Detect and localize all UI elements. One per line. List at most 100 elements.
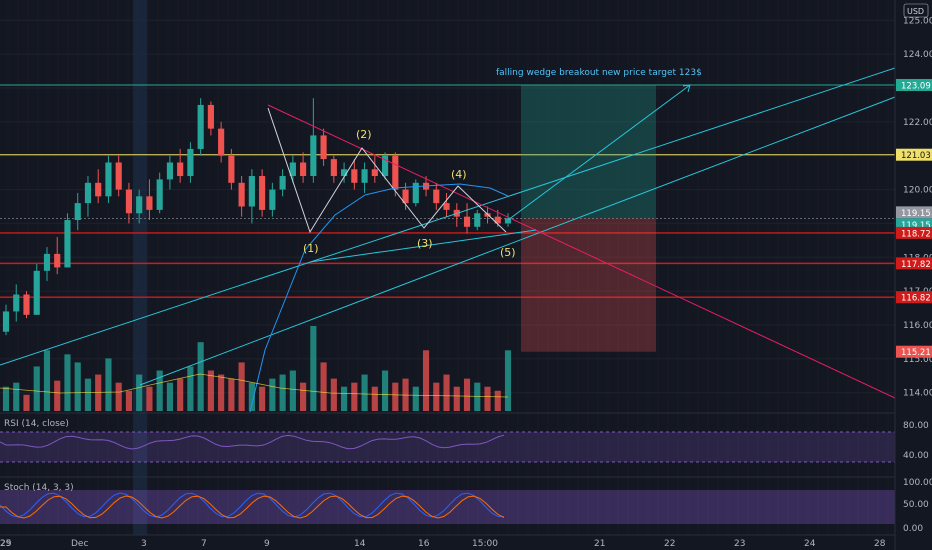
volume-bar [289, 370, 296, 411]
candle-body [156, 179, 163, 210]
candle-body [463, 216, 471, 227]
candle-body [269, 189, 276, 210]
price-tag-label: 121.03 [901, 151, 931, 161]
volume-bar [43, 350, 51, 411]
volume-bar [74, 362, 81, 411]
price-tag [896, 257, 932, 270]
candle-body [310, 135, 317, 177]
price-tag-label: 116.82 [901, 294, 931, 304]
time-tick-label: 16 [418, 539, 430, 549]
candlestick-series [2, 98, 512, 336]
volume-bar [177, 378, 184, 411]
volume-bar [453, 386, 460, 411]
volume-bars [2, 326, 512, 411]
time-axis-ticks: 25 Dec 3 7 9 14 16 15:00 21 22 23 24 28 29 [0, 539, 886, 549]
price-tick-label: 114.00 [903, 389, 932, 399]
candle-body [300, 162, 307, 177]
candle-body [13, 294, 20, 312]
candle-body [218, 128, 225, 156]
candle-body [166, 162, 173, 180]
candle-body [259, 176, 266, 210]
candle-body [64, 220, 71, 268]
volume-bar [33, 366, 40, 411]
candle-body [177, 162, 184, 177]
time-tick-label: 24 [804, 539, 816, 549]
candle-body [443, 203, 450, 210]
volume-bar [166, 382, 173, 411]
stoch-tick-label: 0.00 [903, 524, 923, 534]
volume-bar [371, 386, 378, 411]
wave-label-3: (3) [417, 237, 433, 250]
price-tick-label: 122.00 [903, 118, 932, 128]
candle-body [433, 189, 440, 204]
candle-body [207, 104, 214, 129]
breakout-arrow [507, 84, 691, 221]
volume-bar [2, 386, 10, 411]
time-tick-label: 21 [594, 539, 605, 549]
wedge-lower-line [309, 229, 537, 263]
time-tick-label: 3 [141, 539, 147, 549]
rsi-tick-label: 40.00 [903, 451, 929, 461]
price-tick-label: 125.00 [903, 16, 932, 26]
volume-bar [259, 386, 266, 411]
volume-bar [136, 374, 143, 411]
time-tick-label: 14 [354, 539, 366, 549]
volume-bar [228, 378, 235, 411]
candle-body [105, 162, 112, 197]
time-tick-label: 29 [0, 539, 12, 549]
volume-bar [238, 362, 245, 411]
volume-bar [105, 358, 112, 411]
volume-bar [463, 378, 471, 411]
volume-bar [300, 382, 307, 411]
time-tick-label: 28 [874, 539, 886, 549]
wave-label-2: (2) [356, 128, 372, 141]
price-tag-label: 123.09 [901, 81, 931, 91]
volume-bar [341, 386, 348, 411]
volume-bar [13, 382, 20, 411]
volume-bar [187, 366, 194, 411]
volume-bar [310, 326, 317, 411]
candle-body [84, 182, 92, 204]
volume-bar [156, 370, 163, 411]
volume-bar [412, 386, 419, 411]
candle-body [74, 203, 81, 221]
candle-body [402, 189, 409, 204]
candle-body [279, 176, 286, 190]
candle-body [320, 135, 327, 160]
volume-bar [197, 342, 204, 411]
volume-bar [269, 378, 276, 411]
volume-bar [392, 382, 399, 411]
candle-body [361, 169, 368, 183]
candle-body [330, 159, 337, 177]
candle-body [504, 218, 512, 224]
volume-bar [330, 378, 337, 411]
volume-ma-line [0, 373, 509, 398]
wave-label-1: (1) [303, 242, 319, 255]
volume-bar [279, 374, 286, 411]
volume-bar [504, 350, 512, 411]
rsi-label: RSI (14, close) [4, 419, 69, 429]
stoch-d-line [0, 495, 505, 519]
time-tick-label: 9 [264, 539, 270, 549]
candle-body [289, 162, 296, 177]
wedge-upper-line [267, 104, 896, 399]
volume-bar [361, 374, 368, 411]
wave-label-5: (5) [500, 246, 516, 259]
stoch-tick-label: 100.00 [903, 478, 932, 488]
candle-body [23, 294, 30, 315]
volume-bar [84, 378, 92, 411]
rsi-tick-label: 80.00 [903, 421, 929, 431]
stoch-label: Stoch (14, 3, 3) [4, 483, 74, 493]
volume-bar [146, 386, 153, 411]
candle-body [412, 182, 419, 204]
price-tick-label: 115.00 [903, 355, 932, 365]
price-tag-label: 118.72 [901, 229, 931, 239]
time-tick-label: 22 [664, 539, 675, 549]
candle-body [238, 182, 245, 207]
price-tag-label: 115.21 [901, 348, 931, 358]
candle-body [54, 253, 61, 268]
price-tag [896, 78, 932, 91]
currency-badge[interactable] [903, 3, 929, 18]
